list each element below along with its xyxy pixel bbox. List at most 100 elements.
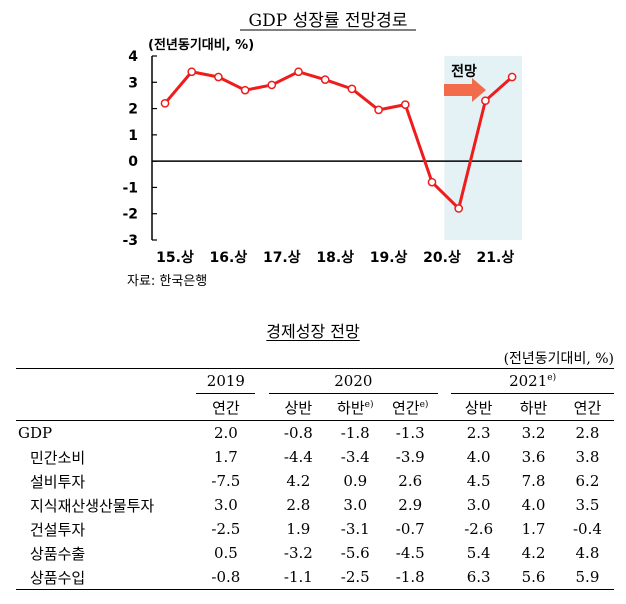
table-gap: [438, 493, 451, 517]
table-cell: -0.4: [572, 520, 602, 538]
row-label: 상품수입: [16, 565, 197, 590]
chart-unit-label: (전년동기대비, %): [148, 37, 254, 53]
table-cell: 3.0: [343, 496, 368, 514]
table-cell: 3.2: [521, 424, 546, 442]
table-cell: -1.1: [268, 565, 328, 590]
source-note: 자료: 한국은행: [127, 273, 207, 289]
x-tick-label: 16.상: [210, 250, 248, 266]
table-subheader-label: 연간: [391, 398, 420, 417]
table-cell: 1.7: [213, 448, 238, 466]
table-cell: 2.8: [575, 424, 600, 442]
row-label: 건설투자: [30, 520, 86, 539]
table-cell: -3.9: [395, 448, 425, 466]
data-point: [347, 84, 357, 94]
table-cell: 1.7: [521, 520, 546, 538]
table-row: 민간소비 1.7 -4.4 -3.4 -3.9 4.0 3.6 3.8: [16, 445, 614, 469]
table-cell: -2.6: [464, 520, 494, 538]
table-cell: -3.4: [340, 448, 370, 466]
table-unit: (전년동기대비, %): [503, 351, 614, 367]
growth-chart: GDP 성장률 전망경로 (전년동기대비, %) 4 3 2 1 0 -1 -2 -3 15.…: [122, 11, 522, 289]
table-gap: [255, 541, 268, 565]
table-cell: 4.8: [575, 544, 600, 562]
table-cell: -5.6: [340, 544, 370, 562]
table-cell: -2.5: [211, 520, 241, 538]
table-cell: -4.5: [395, 544, 425, 562]
table-row: 상품수출 0.5 -3.2 -5.6 -4.5 5.4 4.2 4.8: [16, 541, 614, 565]
table-subheader-label: 하반: [519, 398, 548, 417]
x-tick-label: 18.상: [316, 250, 354, 266]
table-cell: 2.8: [286, 496, 311, 514]
x-tick-label: 19.상: [370, 250, 408, 266]
y-tick-label: 0: [128, 154, 138, 170]
table-row: 상품수입 -0.8 -1.1 -2.5 -1.8 6.3 5.6 5.9: [16, 565, 614, 590]
y-tick-label: 2: [128, 102, 138, 118]
row-label: 상품수출: [30, 544, 86, 563]
table-gap: [255, 493, 268, 517]
table-subheader-note: e): [364, 399, 374, 410]
table-cell: -0.7: [395, 520, 425, 538]
table-cell: 2.6: [398, 472, 423, 490]
x-tick-label: 15.상: [156, 250, 194, 266]
table-cell: 2.3: [466, 424, 491, 442]
table-title: 경제성장 전망: [266, 322, 360, 341]
table-cell: 4.0: [521, 496, 546, 514]
table-subheader-label: 연간: [212, 398, 240, 417]
row-label: 민간소비: [30, 448, 86, 467]
table-subheader: 상반: [268, 393, 328, 421]
table-subheader-label: 연간: [573, 398, 602, 417]
x-tick-label: 20.상: [423, 250, 461, 266]
data-point: [454, 204, 464, 213]
table-gap: [438, 541, 451, 565]
table-gap: [255, 469, 268, 493]
series-line: [163, 70, 514, 210]
forecast-band: [444, 56, 522, 240]
table-cell: -4.4: [283, 448, 313, 466]
table-cell: 4.2: [521, 544, 546, 562]
table-subheader: 상반: [451, 393, 507, 421]
table-gap: [438, 421, 451, 446]
x-tick-label: 17.상: [263, 250, 301, 266]
table-gap: [255, 445, 268, 469]
table-subheader-note: e): [419, 399, 429, 410]
data-point: [240, 85, 250, 95]
table-cell: 4.5: [466, 472, 491, 490]
row-label: 지식재산생산물투자: [30, 496, 155, 515]
data-point: [267, 80, 277, 90]
table-cell: -1.8: [382, 565, 438, 590]
row-label: GDP: [18, 424, 53, 442]
data-point: [374, 105, 383, 115]
y-tick-label: 4: [128, 49, 138, 65]
table-row: 지식재산생산물투자 3.0 2.8 3.0 2.9 3.0 4.0 3.5: [16, 493, 614, 517]
data-point: [427, 177, 437, 187]
table-cell: -0.8: [196, 565, 256, 590]
y-tick-label: -1: [122, 180, 138, 196]
forecast-arrow-icon: [444, 78, 486, 102]
table-subheader: 하반e): [327, 393, 383, 421]
table-gap: [437, 565, 452, 590]
table-cell: -3.1: [340, 520, 370, 538]
table-cell: 0.9: [343, 472, 368, 490]
data-point: [320, 75, 330, 85]
table-gap: [438, 517, 451, 541]
table-cell: 5.6: [506, 565, 561, 590]
table-year-row: 2019 2020 2021e): [16, 368, 614, 394]
chart-title: GDP 성장률 전망경로: [249, 11, 408, 31]
table-cell: -1.8: [340, 424, 370, 442]
table-subheader: 연간: [196, 393, 256, 421]
table-cell: 2.9: [398, 496, 423, 514]
data-point: [160, 98, 170, 108]
table-cell: 5.4: [466, 544, 491, 562]
forecast-label: 전망: [451, 63, 477, 80]
growth-forecast-table: 2019 2020 2021e) 연간 상반 하반e) 연간e) 상반 하반 연간 GDP 2…: [16, 368, 614, 590]
table-cell: 2.0: [213, 424, 238, 442]
table-subheader-row: 연간 상반 하반e) 연간e) 상반 하반 연간: [16, 393, 614, 421]
table-cell: 6.3: [451, 565, 507, 590]
data-point: [507, 72, 517, 82]
table-gap: [255, 421, 268, 446]
table-cell: -2.5: [327, 565, 383, 590]
table-gap: [438, 469, 451, 493]
table-cell: 5.9: [560, 565, 614, 590]
table-subheader-label: 하반: [337, 398, 365, 417]
y-tick-label: -2: [122, 207, 138, 223]
table-cell: 4.2: [286, 472, 311, 490]
